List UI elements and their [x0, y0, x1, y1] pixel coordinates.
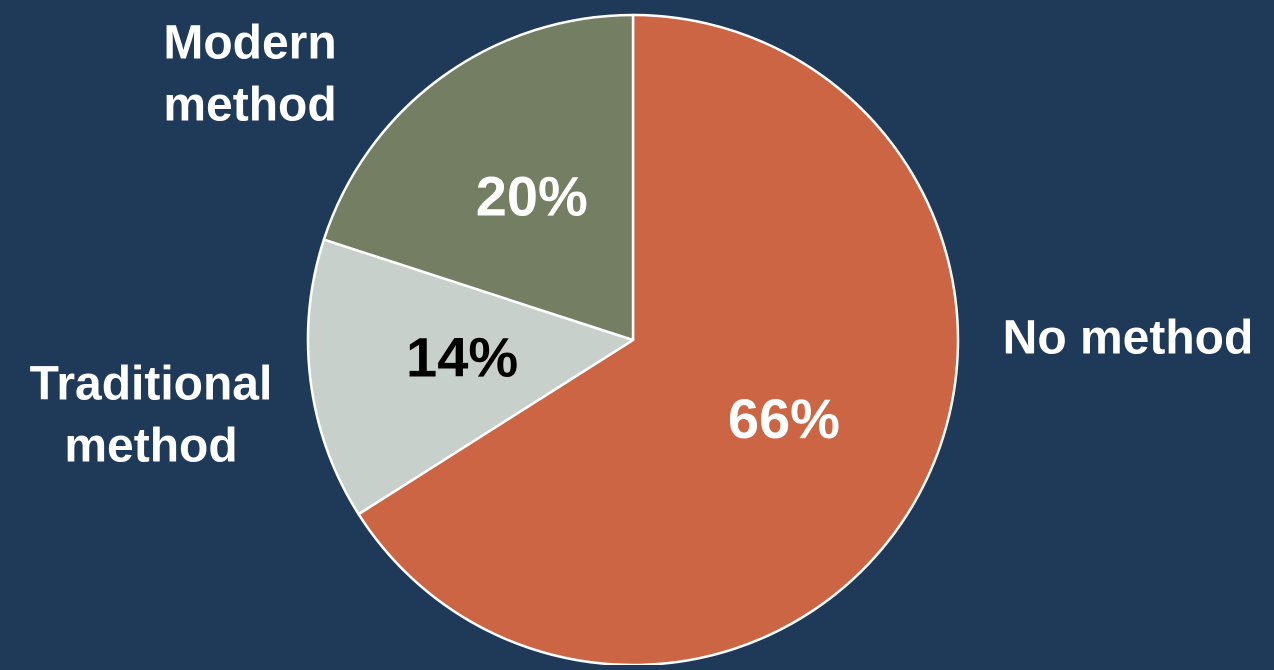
slices-layer [306, 13, 960, 667]
pie-slice-traditional-method [306, 238, 635, 516]
pie-slice-modern-method [322, 13, 635, 342]
category-label: Traditional method [30, 358, 273, 473]
value-label: 20% [476, 164, 588, 227]
pie-slice-no-method [357, 13, 960, 667]
value-label: 14% [406, 325, 518, 388]
category-label-line: Traditional [30, 358, 273, 411]
category-label-line: Modern [163, 17, 336, 70]
category-label: No method [1003, 312, 1254, 365]
value-label: 66% [728, 387, 840, 450]
category-label: Modern method [163, 17, 336, 132]
category-label-line: method [163, 79, 336, 132]
category-label-line: method [64, 420, 237, 473]
labels-layer: 66% No method 14% Traditional method 20% Moder… [30, 17, 1254, 473]
category-label-line: No method [1003, 312, 1254, 365]
